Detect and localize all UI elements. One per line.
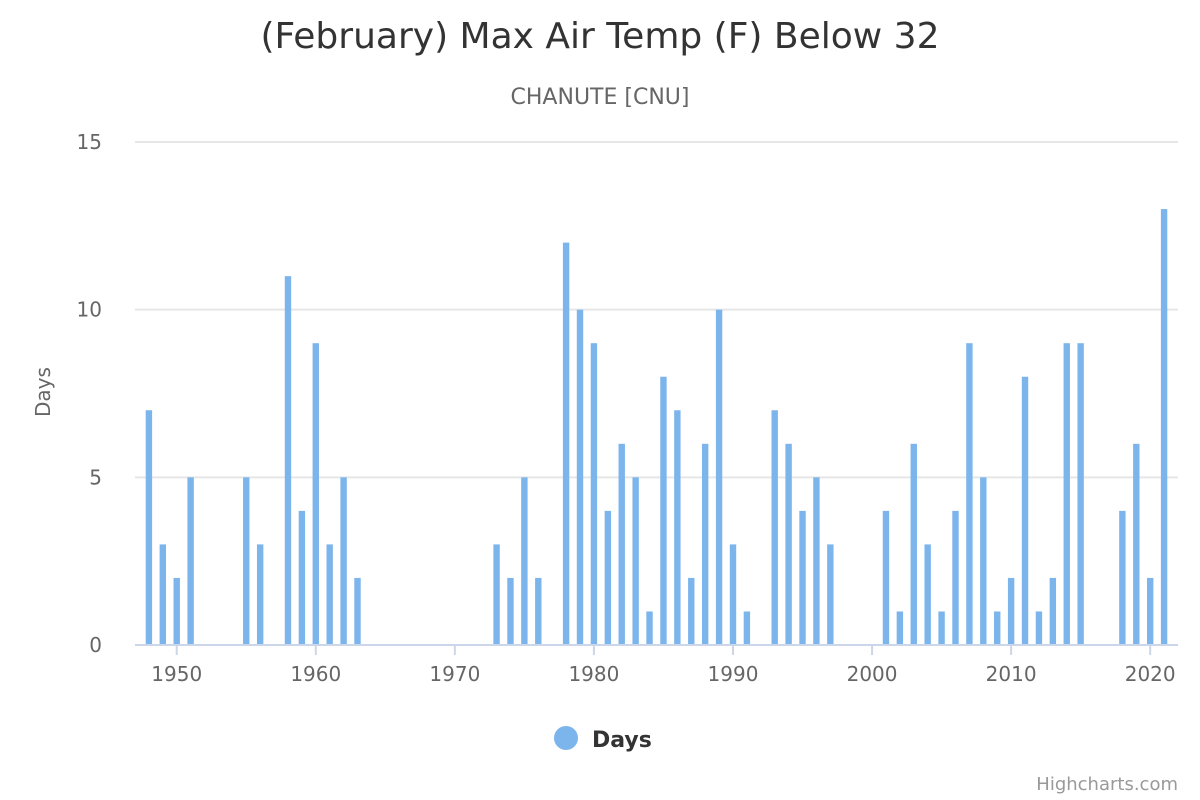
bar-series-days[interactable] [145, 209, 1168, 646]
x-tick-label: 1980 [568, 662, 619, 686]
bar[interactable] [743, 611, 751, 645]
y-axis-ticks: 0 5 10 15 [77, 130, 102, 657]
grid-lines [135, 141, 1178, 479]
chart-subtitle: CHANUTE [CNU] [511, 85, 690, 110]
bar[interactable] [1049, 577, 1057, 645]
bar[interactable] [1007, 577, 1015, 645]
x-axis: 1950 1960 1970 1980 1990 2000 2010 2020 [135, 644, 1178, 686]
bar[interactable] [159, 544, 167, 645]
bar[interactable] [173, 577, 180, 645]
x-tick-label: 1970 [429, 662, 480, 686]
bar[interactable] [688, 577, 695, 645]
bar[interactable] [521, 477, 528, 645]
bar[interactable] [715, 309, 723, 645]
bar[interactable] [1077, 343, 1084, 645]
y-tick-label: 0 [89, 633, 102, 657]
x-tick-label: 1990 [708, 662, 759, 686]
x-tick-label: 2020 [1125, 662, 1176, 686]
bar[interactable] [145, 410, 153, 645]
bar[interactable] [256, 544, 264, 645]
credits-link[interactable]: Highcharts.com [1036, 774, 1178, 795]
bar[interactable] [243, 477, 250, 645]
bar[interactable] [1146, 577, 1154, 645]
x-tick-label: 1950 [151, 662, 202, 686]
x-tick-label: 1960 [290, 662, 341, 686]
bar[interactable] [507, 577, 514, 645]
bar[interactable] [1133, 443, 1140, 645]
y-tick-label: 10 [77, 298, 102, 322]
bar[interactable] [924, 544, 931, 645]
bar[interactable] [646, 611, 653, 645]
bar[interactable] [701, 443, 709, 645]
bar[interactable] [729, 544, 737, 645]
x-tick-label: 2000 [847, 662, 898, 686]
bar[interactable] [1063, 343, 1070, 645]
bar[interactable] [1160, 209, 1168, 646]
bar[interactable] [896, 611, 904, 645]
bar[interactable] [785, 443, 792, 645]
x-tick-label: 2010 [986, 662, 1037, 686]
bar[interactable] [674, 410, 681, 645]
y-axis-label: Days [31, 367, 55, 417]
bar[interactable] [354, 577, 361, 645]
bar[interactable] [799, 510, 806, 645]
legend-item-days[interactable]: Days [554, 726, 652, 753]
bar[interactable] [813, 477, 820, 645]
bar[interactable] [284, 276, 292, 645]
legend-marker-icon [554, 726, 578, 750]
bar[interactable] [493, 544, 500, 645]
bar[interactable] [187, 477, 194, 645]
bar[interactable] [1021, 376, 1029, 645]
bar[interactable] [938, 611, 945, 645]
bar[interactable] [910, 443, 917, 645]
bar[interactable] [827, 544, 834, 645]
bar[interactable] [535, 577, 542, 645]
bar[interactable] [326, 544, 333, 645]
y-tick-label: 5 [89, 465, 102, 489]
bar[interactable] [298, 510, 306, 645]
bar[interactable] [1035, 611, 1043, 645]
bar[interactable] [660, 376, 667, 645]
bar[interactable] [771, 410, 778, 645]
chart-title: (February) Max Air Temp (F) Below 32 [261, 16, 940, 57]
legend-label: Days [592, 728, 652, 753]
bar[interactable] [562, 242, 570, 645]
bar[interactable] [312, 343, 319, 645]
bar[interactable] [618, 443, 625, 645]
bar[interactable] [632, 477, 639, 645]
y-tick-label: 15 [77, 130, 102, 154]
bar[interactable] [882, 510, 890, 645]
bar[interactable] [340, 477, 347, 645]
bar[interactable] [1119, 510, 1126, 645]
bar[interactable] [604, 510, 612, 645]
bar[interactable] [994, 611, 1001, 645]
bar[interactable] [952, 510, 959, 645]
bar[interactable] [590, 343, 598, 645]
bar[interactable] [576, 309, 584, 645]
bar[interactable] [966, 343, 973, 645]
bar[interactable] [980, 477, 987, 645]
